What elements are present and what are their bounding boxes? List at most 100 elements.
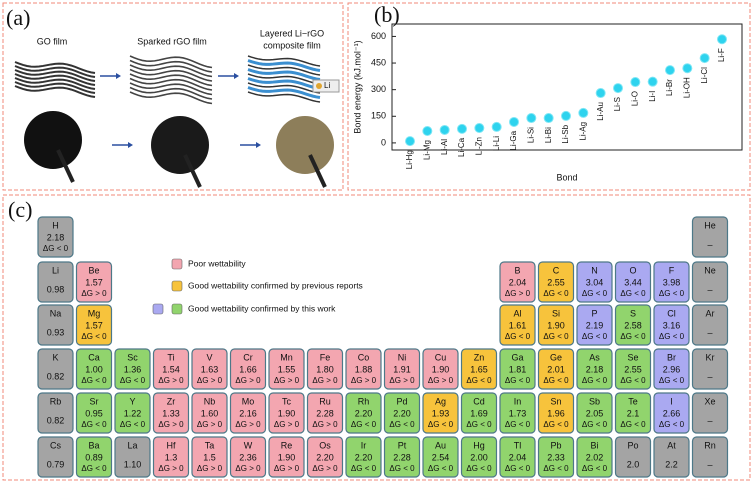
element-cell	[75, 436, 113, 478]
element-dg: ΔG < 0	[120, 420, 146, 429]
element-symbol: P	[591, 308, 597, 318]
element-symbol: Rb	[50, 396, 62, 406]
legend-text: Poor wettability	[188, 258, 246, 268]
element-symbol: Te	[628, 396, 638, 406]
element-dg: ΔG > 0	[81, 289, 107, 298]
element-cell	[152, 436, 190, 478]
element-cell	[576, 392, 613, 434]
element-dg: ΔG > 0	[235, 376, 261, 385]
element-symbol: Tl	[514, 440, 522, 450]
element-symbol: Po	[627, 440, 638, 450]
element-symbol: Na	[50, 308, 62, 318]
element-value: 1.73	[509, 408, 527, 418]
panel-b: 0 150 300 450 600 Bond energy (kJ.mol⁻¹) Bond L…	[352, 23, 743, 182]
element-value: 2.00	[470, 452, 488, 462]
go-layer	[14, 81, 96, 94]
element-value: 2.28	[393, 452, 411, 462]
point	[613, 83, 623, 94]
element-symbol: Ta	[205, 440, 215, 450]
element-symbol: Cs	[50, 440, 61, 450]
rgo-layer	[129, 73, 213, 87]
point	[422, 126, 433, 137]
element-dg: ΔG < 0	[428, 464, 454, 473]
element-dg: ΔG < 0	[389, 464, 415, 473]
element-cell	[75, 348, 113, 390]
composite-layer	[247, 68, 321, 81]
point	[543, 113, 554, 124]
element-dg: ΔG > 0	[389, 376, 415, 385]
panel-tag: (c)	[8, 197, 32, 222]
element-value: 1.54	[162, 364, 180, 374]
legend-swatch	[152, 303, 164, 315]
element-symbol: Au	[435, 440, 446, 450]
element-symbol: Ne	[704, 265, 716, 275]
point	[439, 124, 450, 135]
element-dg: ΔG < 0	[81, 332, 107, 341]
element-cell	[576, 261, 613, 303]
element-value: 1.81	[509, 364, 527, 374]
element-cell	[614, 304, 652, 346]
element-symbol: Sr	[90, 396, 99, 406]
element-symbol: In	[514, 396, 522, 406]
go-layer	[14, 77, 96, 90]
element-cell	[499, 304, 536, 346]
plot-frame	[391, 23, 743, 151]
point-label: Li-S	[613, 97, 622, 111]
arrow-head	[234, 73, 239, 79]
element-value: 2.33	[547, 452, 565, 462]
composite-layer	[247, 59, 321, 72]
element-cell	[37, 348, 74, 390]
film-photo	[24, 111, 82, 169]
element-cell	[191, 436, 228, 478]
element-value: 1.55	[278, 364, 296, 374]
element-cell	[306, 436, 344, 478]
element-dg: ΔG < 0	[659, 376, 685, 385]
element-cell	[537, 348, 575, 390]
element-dg: ΔG < 0	[351, 420, 377, 429]
composite-layer	[247, 73, 321, 85]
point-label: Li-F	[717, 48, 726, 62]
element-symbol: Kr	[706, 352, 715, 362]
element-value: 3.04	[586, 277, 604, 287]
element-symbol: W	[244, 440, 253, 450]
element-value: 2.66	[663, 408, 681, 418]
element-value: 2.20	[355, 452, 373, 462]
element-value: 1.00	[85, 364, 103, 374]
x-axis-label: Bond	[556, 172, 577, 182]
element-symbol: Ru	[319, 396, 331, 406]
point	[682, 63, 693, 74]
element-cell	[653, 261, 690, 303]
element-symbol: B	[514, 265, 520, 275]
element-symbol: Ge	[550, 352, 562, 362]
y-tick-label: 150	[371, 111, 386, 121]
element-symbol: Hf	[167, 440, 176, 450]
element-cell	[114, 436, 151, 478]
element-dg: ΔG > 0	[505, 289, 531, 298]
tweezers	[183, 154, 202, 188]
element-dg: ΔG < 0	[543, 376, 569, 385]
element-dg: ΔG > 0	[312, 376, 338, 385]
element-dg: ΔG > 0	[158, 420, 184, 429]
element-value: 2.16	[239, 408, 257, 418]
element-value: 1.33	[162, 408, 180, 418]
film-label: GO film	[37, 36, 68, 46]
element-value: 2.36	[239, 452, 257, 462]
element-cell	[537, 261, 575, 303]
element-dg: ΔG < 0	[81, 376, 107, 385]
point	[526, 113, 537, 124]
element-symbol: Sn	[550, 396, 561, 406]
element-symbol: Y	[129, 396, 135, 406]
element-dg: ΔG < 0	[351, 464, 377, 473]
element-cell	[691, 392, 729, 434]
element-dg: ΔG < 0	[659, 420, 685, 429]
arrow-head	[128, 142, 133, 148]
element-symbol: Sc	[127, 352, 138, 362]
point-label: Li-Br	[665, 79, 674, 96]
element-symbol: Mn	[280, 352, 293, 362]
element-symbol: Fe	[320, 352, 331, 362]
element-cell	[345, 392, 382, 434]
element-cell	[37, 436, 74, 478]
film-photo	[151, 116, 209, 174]
film-label: composite film	[263, 40, 321, 50]
element-symbol: Cd	[473, 396, 485, 406]
